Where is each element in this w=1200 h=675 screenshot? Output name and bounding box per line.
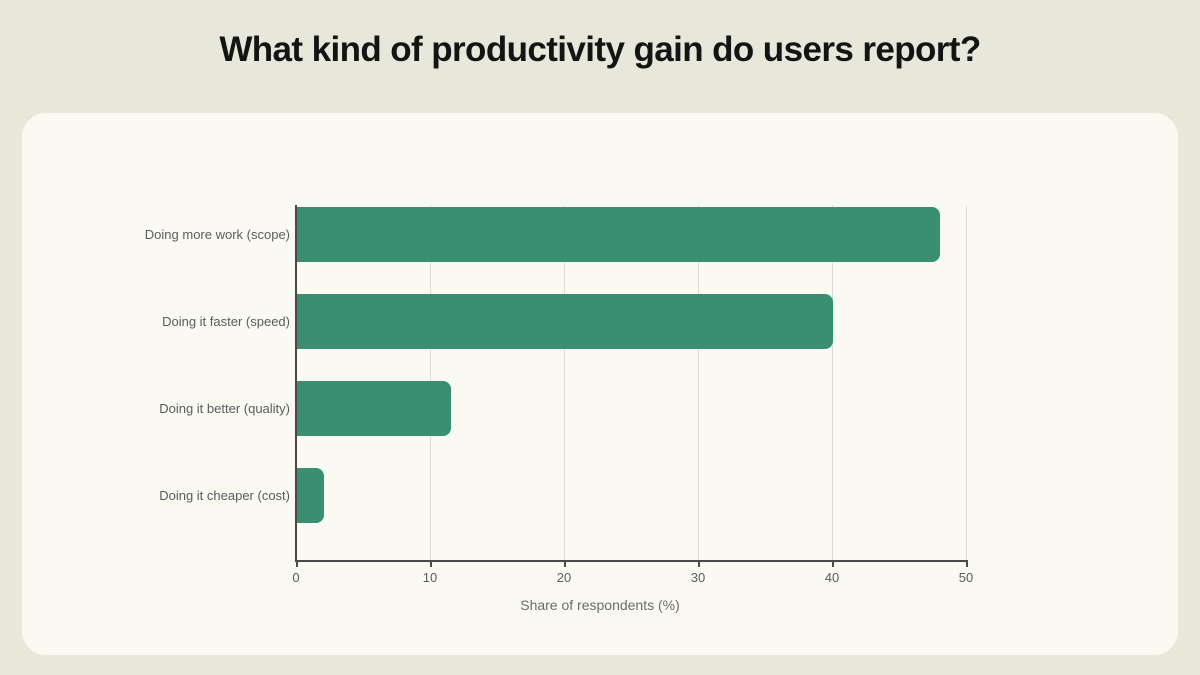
tick-label: 30 xyxy=(690,570,706,585)
gridline xyxy=(698,205,699,560)
gridline xyxy=(966,205,967,560)
tick-label: 10 xyxy=(422,570,438,585)
tick-mark xyxy=(564,560,566,567)
x-axis-title: Share of respondents (%) xyxy=(520,597,680,613)
tick-label: 50 xyxy=(958,570,974,585)
gridline xyxy=(564,205,565,560)
bar-chart-plot: 0 10 20 30 40 50 Doing more work (scope) Doing … xyxy=(145,205,973,585)
tick-mark xyxy=(966,560,968,567)
bar xyxy=(297,468,324,523)
category-label: Doing it cheaper (cost) xyxy=(159,488,290,503)
tick-mark xyxy=(296,560,298,567)
bar xyxy=(297,294,833,349)
bar xyxy=(297,381,452,436)
tick-mark xyxy=(832,560,834,567)
x-axis-line xyxy=(295,560,967,562)
tick-label: 20 xyxy=(556,570,572,585)
chart-card: 0 10 20 30 40 50 Doing more work (scope) Doing … xyxy=(22,113,1178,655)
bar xyxy=(297,207,941,262)
y-axis-line xyxy=(295,205,297,560)
tick-label: 40 xyxy=(824,570,840,585)
tick-mark xyxy=(430,560,432,567)
chart-title: What kind of productivity gain do users … xyxy=(219,30,981,69)
tick-label: 0 xyxy=(292,570,300,585)
tick-mark xyxy=(698,560,700,567)
category-label: Doing it better (quality) xyxy=(159,401,290,416)
category-label: Doing more work (scope) xyxy=(144,227,290,242)
category-label: Doing it faster (speed) xyxy=(162,314,290,329)
gridline xyxy=(832,205,833,560)
